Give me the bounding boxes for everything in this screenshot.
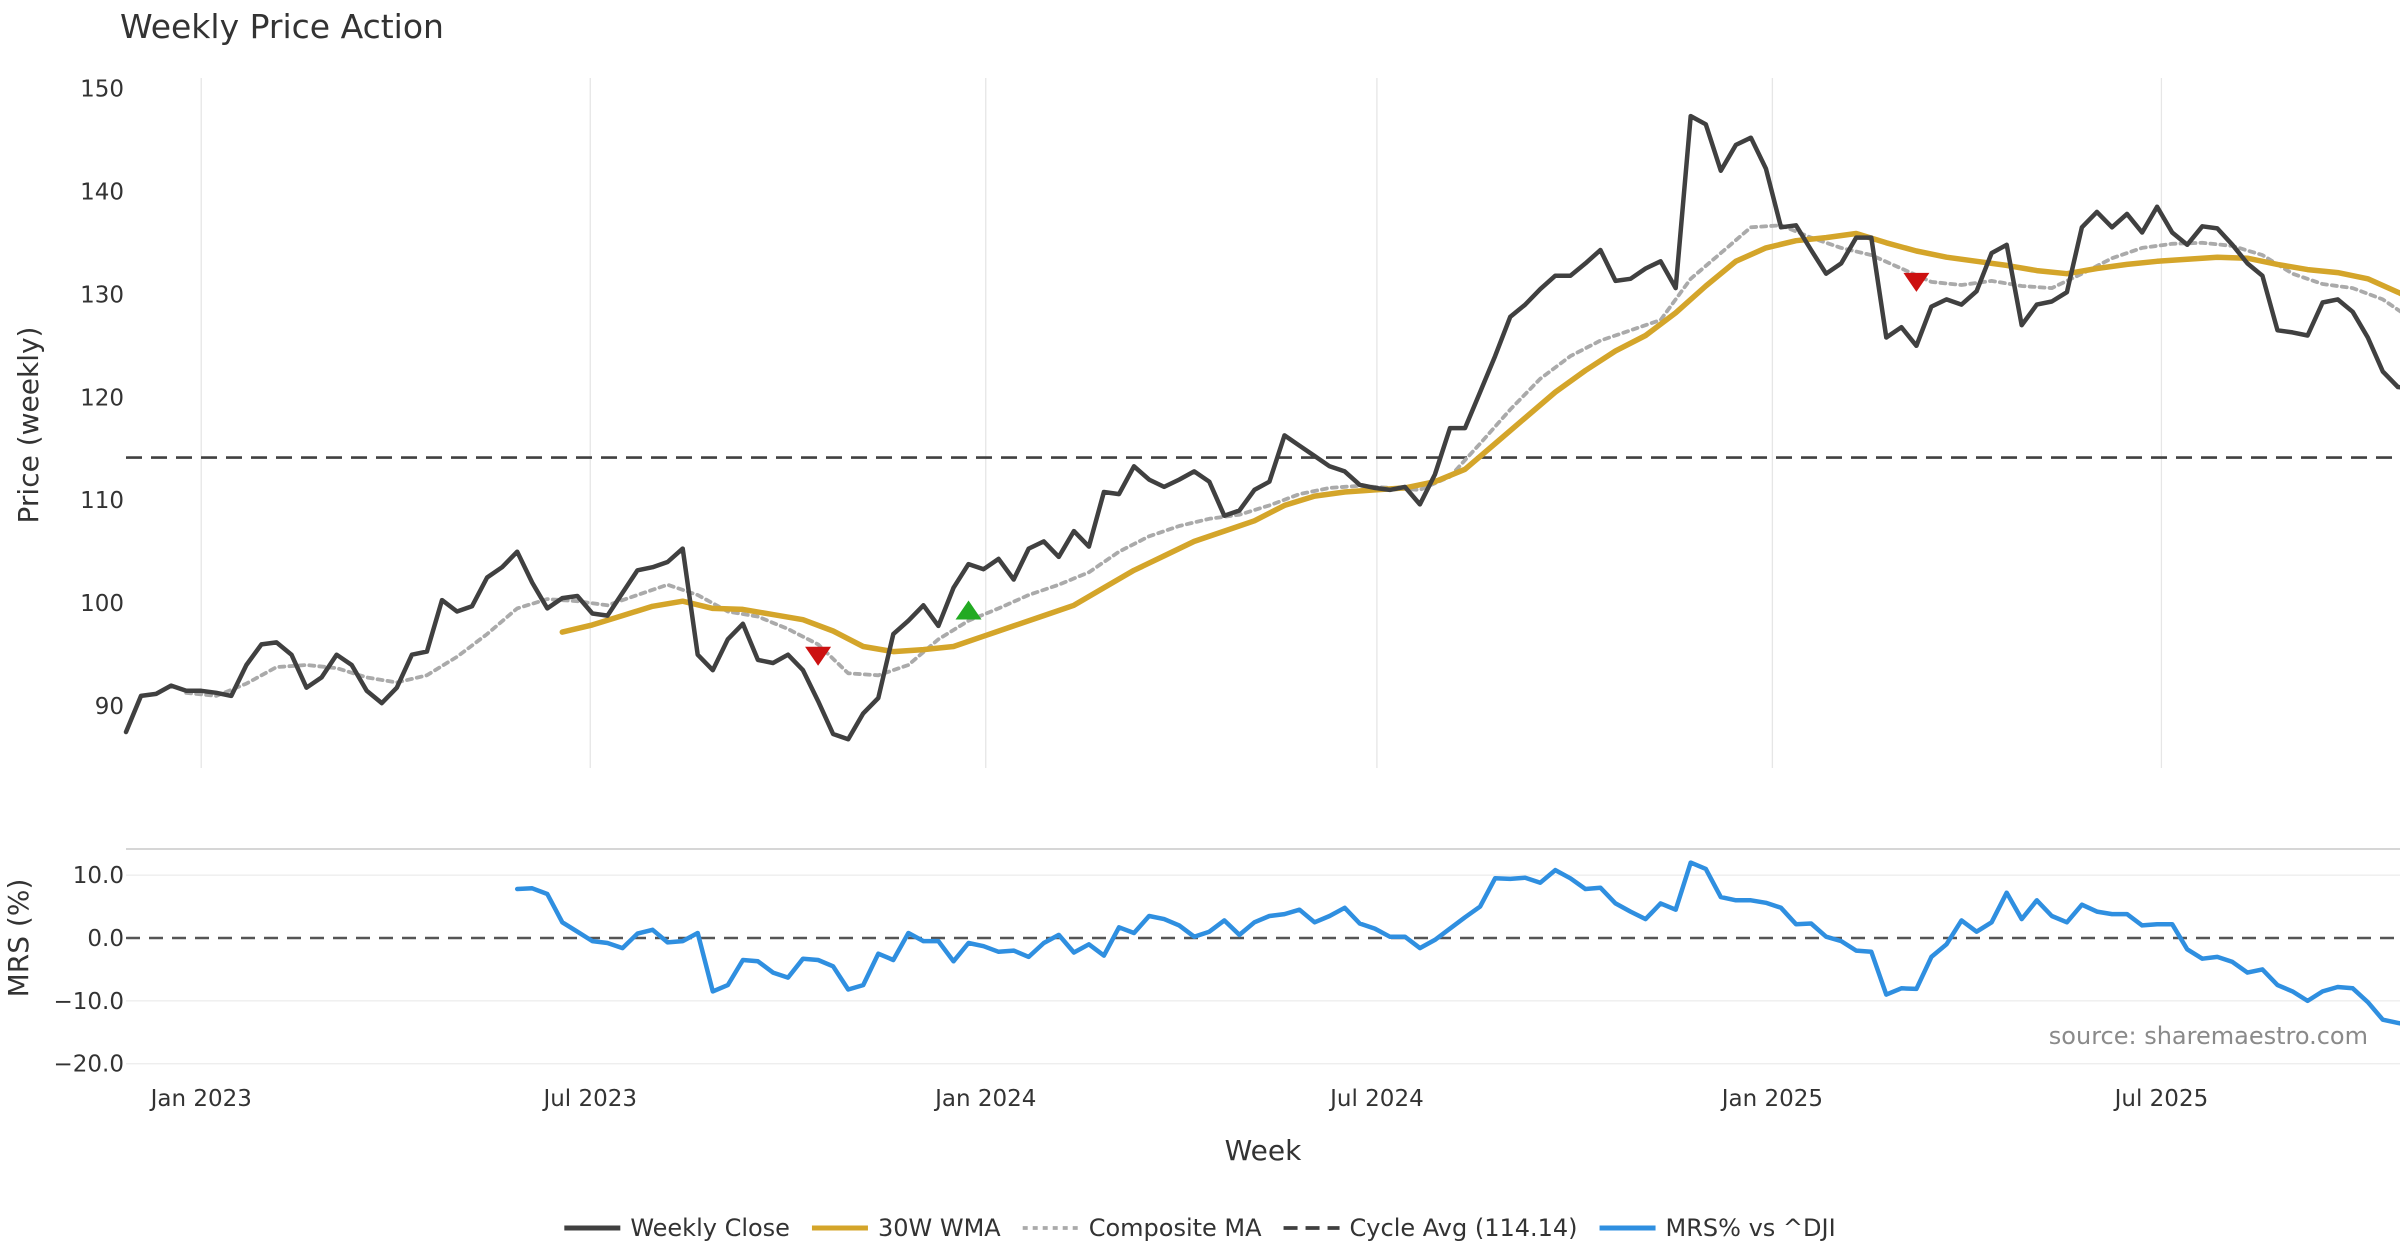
legend-label: 30W WMA — [878, 1214, 1001, 1242]
mrs-y-tick-label: −10.0 — [54, 989, 124, 1015]
series-line-weekly-close — [123, 113, 2400, 742]
legend-label: Weekly Close — [630, 1214, 790, 1242]
reference-lines — [126, 456, 2400, 940]
price-y-tick-label: 150 — [80, 76, 124, 102]
legend-label: MRS% vs ^DJI — [1666, 1214, 1836, 1242]
price-y-tick-label: 100 — [80, 591, 124, 617]
mrs-y-tick-label: 10.0 — [73, 863, 124, 889]
x-axis-label: Week — [1225, 1134, 1302, 1167]
x-tick-label: Jul 2025 — [2113, 1086, 2209, 1112]
legend-label: Composite MA — [1089, 1214, 1262, 1242]
chart-title: Weekly Price Action — [120, 7, 444, 46]
price-y-tick-label: 130 — [80, 282, 124, 308]
x-tick-label: Jan 2023 — [149, 1086, 252, 1112]
price-y-tick-label: 90 — [95, 694, 124, 720]
series-line-mrs-vs-dji — [514, 860, 2400, 1026]
series-layer — [123, 113, 2400, 1026]
grid-layer — [126, 78, 2400, 1065]
series-line-30w-wma — [559, 230, 2400, 655]
tick-labels: Jan 2023 Jul 2023 Jan 2024 Jul 2024 Jan 2025… — [54, 76, 2209, 1112]
price-y-tick-label: 120 — [80, 385, 124, 411]
price-y-tick-label: 140 — [80, 179, 124, 205]
legend-label: Cycle Avg (114.14) — [1350, 1214, 1578, 1242]
source-credit: source: sharemaestro.com — [2049, 1022, 2368, 1050]
series-line-composite-ma — [184, 223, 2400, 698]
price-y-axis-label: Price (weekly) — [12, 327, 45, 524]
x-tick-label: Jul 2023 — [541, 1086, 637, 1112]
x-tick-label: Jan 2024 — [933, 1086, 1036, 1112]
x-tick-label: Jul 2024 — [1328, 1086, 1424, 1112]
mrs-y-tick-label: 0.0 — [87, 926, 124, 952]
price-y-tick-label: 110 — [80, 488, 124, 514]
buy-signal-marker — [955, 600, 982, 620]
x-tick-label: Jan 2025 — [1720, 1086, 1823, 1112]
mrs-y-axis-label: MRS (%) — [2, 879, 35, 998]
legend: Weekly Close 30W WMA Composite MA Cycle Avg… — [564, 1214, 1836, 1242]
mrs-y-tick-label: −20.0 — [54, 1052, 124, 1078]
sell-signal-marker — [805, 646, 832, 666]
signal-markers — [805, 272, 1930, 666]
sell-signal-marker — [1903, 272, 1930, 292]
